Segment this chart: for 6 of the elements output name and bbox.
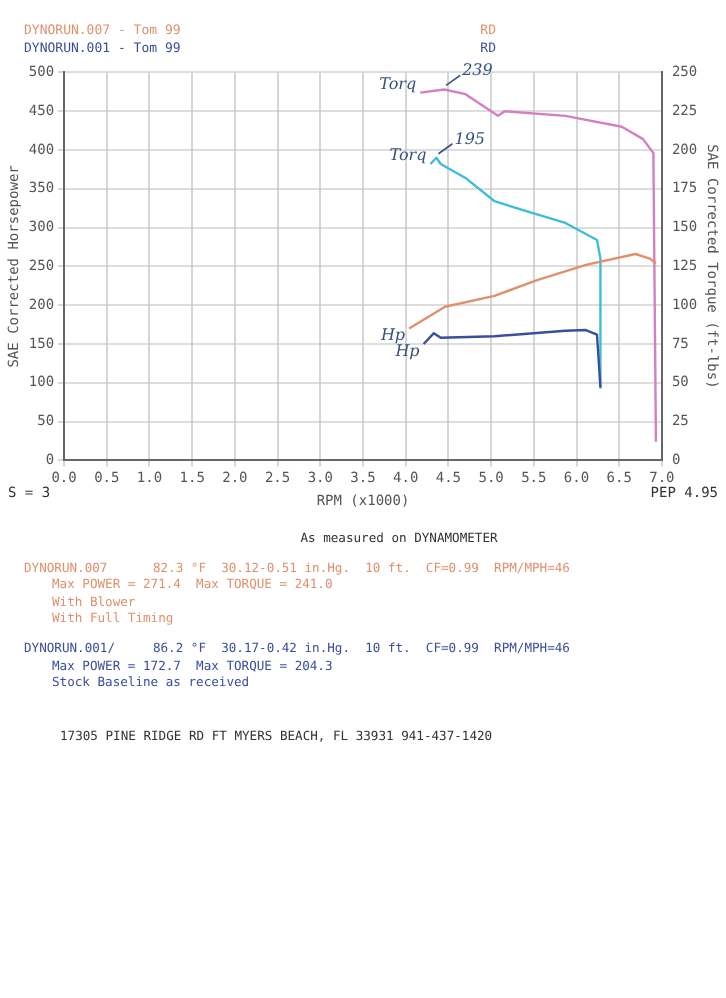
series-label: Hp (393, 342, 420, 360)
series-label: Torq (379, 74, 417, 93)
series-label: Hp (378, 326, 406, 345)
annotation: 195 (454, 129, 486, 148)
series-label: Torq (389, 145, 427, 164)
annotation: 239 (460, 61, 493, 80)
